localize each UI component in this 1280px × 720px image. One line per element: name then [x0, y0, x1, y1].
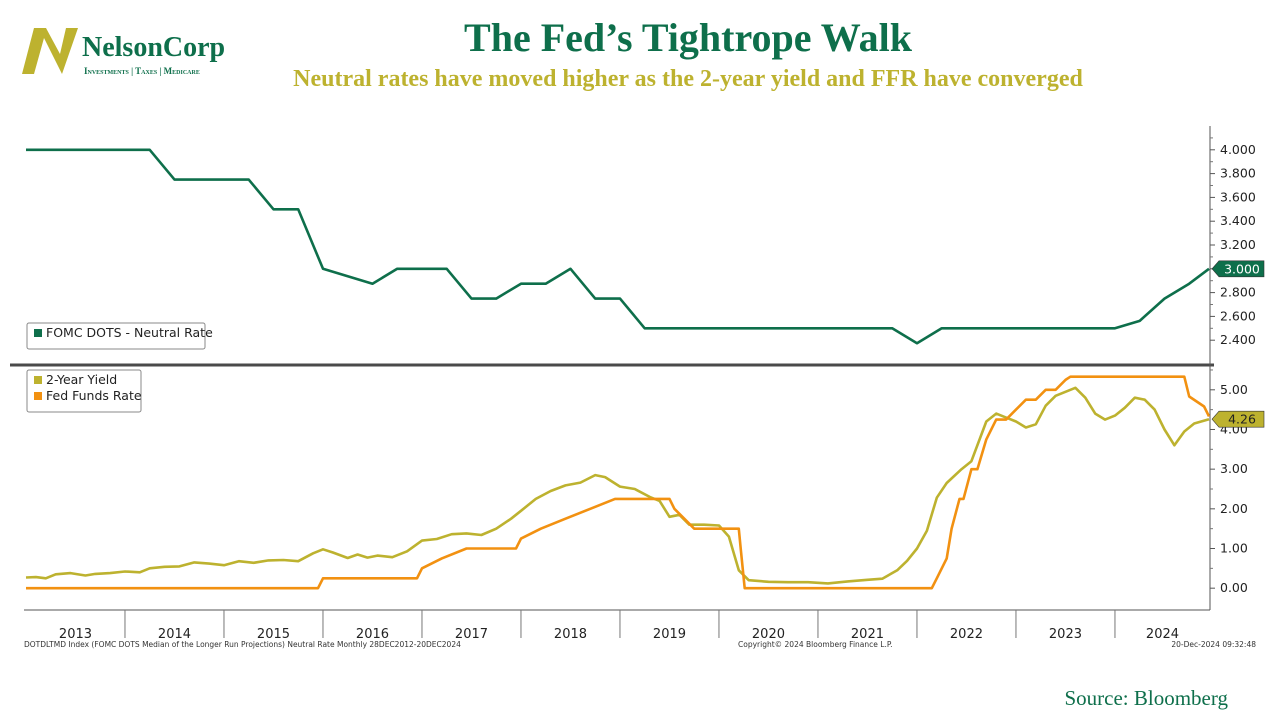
series-line-fed-funds-rate: [26, 375, 1211, 590]
logo-name: NelsonCorp: [82, 32, 225, 63]
x-tick-label: 2013: [59, 627, 92, 642]
last-value-tag: [1211, 260, 1265, 278]
legend-box: [26, 322, 206, 350]
legend-label: FOMC DOTS - Neutral Rate: [46, 325, 213, 340]
chart-footnotes: DOTDLTMD Index (FOMC DOTS Median of the …: [24, 640, 1256, 649]
legend-swatch: [34, 392, 42, 400]
x-tick-label: 2021: [851, 627, 884, 642]
timestamp-note: 20-Dec-2024 09:32:48: [1171, 640, 1256, 649]
source-note: Source: Bloomberg: [1064, 686, 1228, 710]
page-title: The Fed’s Tightrope Walk: [464, 15, 912, 60]
x-tick-label: 2019: [653, 627, 686, 642]
x-tick-label: 2015: [257, 627, 290, 642]
top-panel-ticks: 2.4002.6002.8003.0003.2003.4003.6003.800…: [10, 126, 1256, 610]
legend-label: 2-Year Yield: [46, 372, 117, 387]
top-y-tick-label: 2.600: [1220, 308, 1256, 323]
legend-swatch: [34, 329, 42, 337]
x-tick-label: 2023: [1049, 627, 1082, 642]
logo-tagline: Investments | Taxes | Medicare: [84, 66, 200, 76]
bottom-y-tick-label: 2.00: [1220, 501, 1248, 516]
last-value-tag: [1211, 410, 1265, 428]
top-y-tick-label: 3.800: [1220, 166, 1256, 181]
series-line-2-year-yield: [25, 386, 1210, 585]
top-y-tick-label: 3.600: [1220, 189, 1256, 204]
x-tick-label: 2014: [158, 627, 191, 642]
page-subtitle: Neutral rates have moved higher as the 2…: [293, 66, 1083, 92]
chart: 2.400 2.600 2.800 3.000 3.200 3.400 3.600 3.800…: [10, 126, 1265, 649]
series-line-fomc-dots-neutral-rate: [26, 148, 1210, 345]
copyright-note: Copyright© 2024 Bloomberg Finance L.P.: [738, 640, 893, 649]
last-value-text: 4.26: [1228, 412, 1256, 427]
top-y-tick-label: 4.000: [1220, 142, 1256, 157]
x-tick-label: 2022: [950, 627, 983, 642]
legend-swatch: [34, 376, 42, 384]
legends: FOMC DOTS - Neutral Rate 2-Year YieldFed …: [26, 322, 213, 413]
x-tick-label: 2016: [356, 627, 389, 642]
last-value-text: 3.000: [1224, 261, 1260, 276]
nelsoncorp-logo: NelsonCorp Investments | Taxes | Medicar…: [22, 28, 225, 76]
last-value-labels: 3.000 4.26: [1211, 260, 1265, 428]
legend-box: [26, 369, 142, 413]
bottom-y-tick-label: 1.00: [1220, 541, 1248, 556]
bottom-y-tick-label: 5.00: [1220, 382, 1248, 397]
plot-lines: [25, 148, 1211, 590]
top-y-tick-label: 2.400: [1220, 332, 1256, 347]
x-tick-label: 2020: [752, 627, 785, 642]
x-tick-label: 2018: [554, 627, 587, 642]
bottom-y-tick-label: 0.00: [1220, 580, 1248, 595]
top-y-tick-label: 2.800: [1220, 285, 1256, 300]
index-note: DOTDLTMD Index (FOMC DOTS Median of the …: [24, 640, 461, 649]
x-tick-label: 2017: [455, 627, 488, 642]
x-axis: 2013 2014 2015 2016 2017 2018 2019 2020 2021 2022…: [24, 609, 1210, 642]
top-y-tick-label: 3.200: [1220, 237, 1256, 252]
legend-label: Fed Funds Rate: [46, 388, 142, 403]
top-y-tick-label: 3.400: [1220, 213, 1256, 228]
bottom-y-tick-label: 3.00: [1220, 461, 1248, 476]
logo-mark: [22, 28, 78, 74]
bottom-panel-ticks: 0.001.002.003.004.005.00: [1210, 369, 1248, 595]
x-tick-label: 2024: [1146, 627, 1179, 642]
